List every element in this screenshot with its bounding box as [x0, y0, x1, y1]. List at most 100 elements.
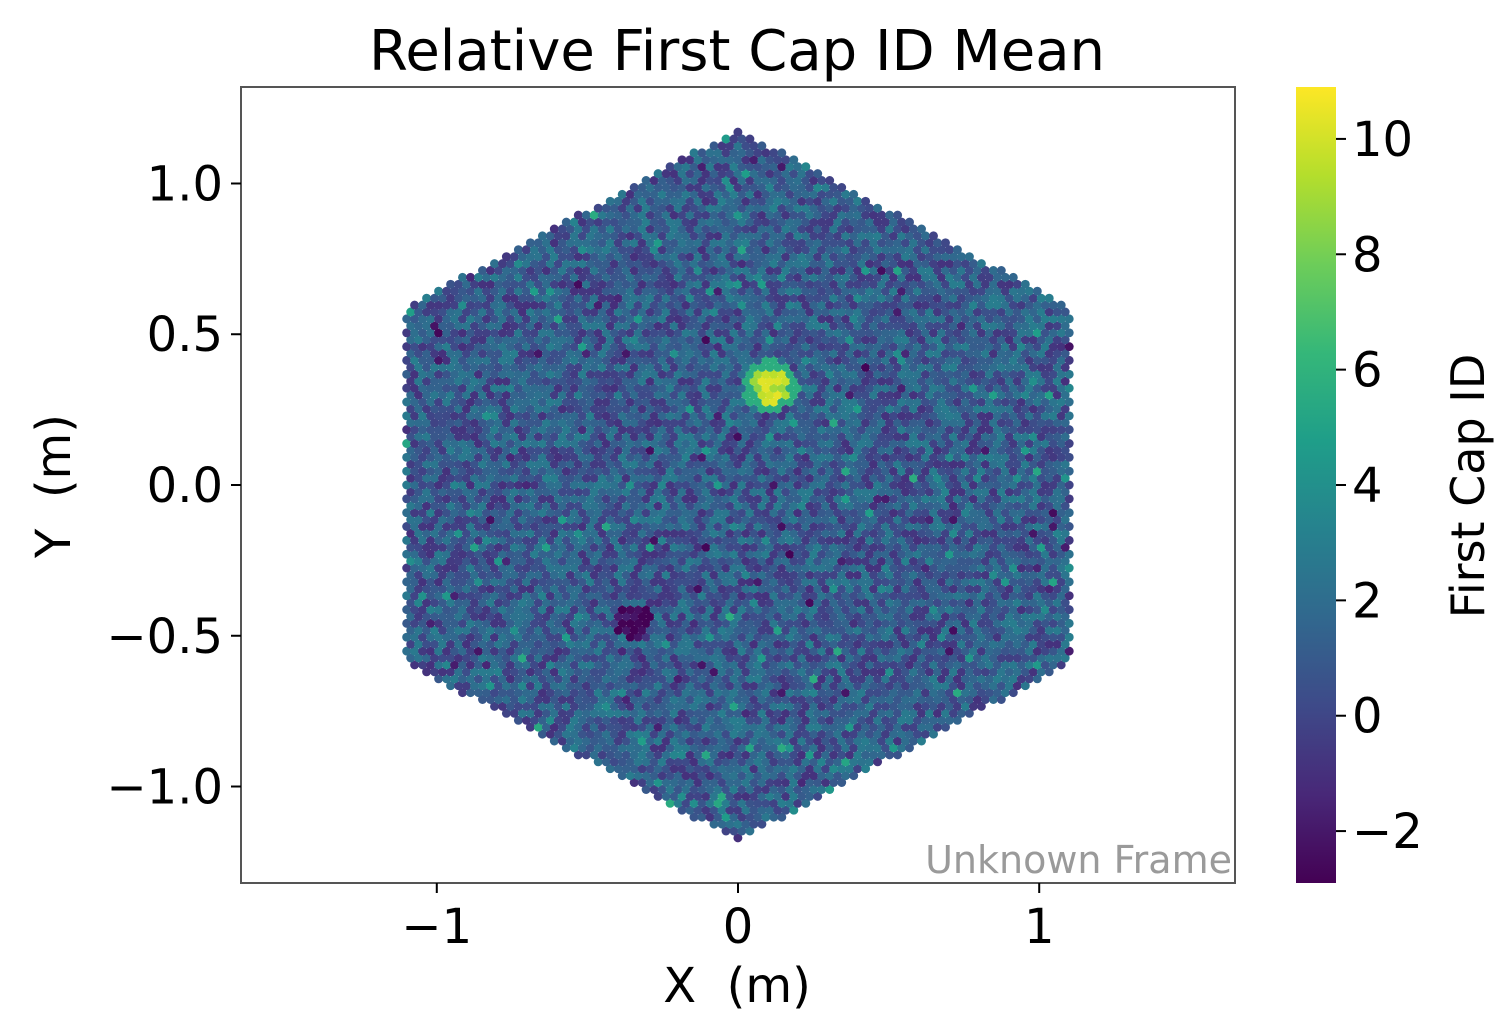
camera-pixel: [837, 653, 847, 663]
camera-pixel: [569, 688, 579, 698]
camera-pixel: [857, 660, 867, 670]
camera-pixel: [406, 653, 416, 663]
camera-pixel: [645, 639, 655, 649]
camera-pixel: [853, 708, 863, 718]
camera-pixel: [633, 715, 643, 725]
camera-pixel: [837, 639, 847, 649]
camera-pixel: [937, 674, 946, 684]
camera-pixel: [1012, 625, 1022, 635]
camera-pixel: [921, 618, 930, 628]
camera-pixel: [494, 625, 503, 635]
camera-pixel: [617, 729, 627, 739]
camera-pixel: [929, 729, 938, 739]
camera-pixel: [466, 660, 475, 670]
camera-pixel: [402, 618, 412, 628]
camera-pixel: [813, 750, 823, 760]
camera-pixel: [533, 625, 543, 635]
camera-pixel: [426, 618, 436, 628]
camera-pixel: [498, 632, 507, 642]
camera-pixel: [621, 722, 631, 732]
camera-pixel: [857, 701, 867, 711]
camera-pixel: [833, 771, 843, 781]
camera-pixel: [801, 771, 811, 781]
camera-pixel: [789, 653, 799, 663]
camera-pixel: [681, 771, 691, 781]
camera-pixel: [533, 653, 543, 663]
camera-pixel: [689, 701, 699, 711]
camera-pixel: [689, 771, 699, 781]
camera-pixel: [821, 639, 831, 649]
camera-pixel: [669, 750, 679, 760]
camera-pixel: [857, 646, 867, 656]
camera-pixel: [697, 715, 707, 725]
camera-pixel: [673, 674, 683, 684]
camera-pixel: [685, 778, 695, 787]
camera-pixel: [701, 612, 711, 621]
camera-pixel: [1040, 660, 1050, 670]
camera-pixel: [988, 653, 998, 663]
camera-pixel: [697, 674, 707, 684]
camera-pixel: [577, 743, 587, 753]
camera-pixel: [956, 695, 966, 704]
camera-pixel: [605, 750, 615, 760]
camera-pixel: [837, 667, 847, 677]
camera-pixel: [553, 660, 563, 670]
camera-pixel: [637, 667, 647, 677]
camera-pixel: [625, 674, 635, 684]
camera-pixel: [677, 639, 687, 649]
camera-pixel: [909, 653, 918, 663]
camera-pixel: [817, 785, 827, 794]
camera-pixel: [901, 625, 910, 635]
camera-pixel: [709, 819, 719, 829]
camera-pixel: [801, 785, 811, 794]
camera-pixel: [769, 632, 779, 642]
camera-pixel: [809, 688, 819, 698]
camera-pixel: [442, 660, 452, 670]
camera-pixel: [825, 743, 835, 753]
camera-pixel: [809, 785, 819, 794]
camera-pixel: [761, 729, 771, 739]
camera-pixel: [605, 695, 615, 704]
camera-pixel: [565, 708, 575, 718]
camera-pixel: [753, 743, 763, 753]
camera-pixel: [577, 729, 587, 739]
camera-pixel: [825, 729, 835, 739]
camera-pixel: [757, 639, 767, 649]
camera-pixel: [921, 688, 930, 698]
camera-pixel: [785, 632, 795, 642]
camera-pixel: [498, 701, 507, 711]
camera-pixel: [968, 701, 978, 711]
camera-pixel: [541, 708, 551, 718]
camera-pixel: [865, 660, 875, 670]
camera-pixel: [765, 736, 775, 746]
camera-pixel: [653, 791, 663, 801]
camera-pixel: [657, 674, 667, 684]
camera-pixel: [745, 757, 755, 767]
camera-pixel: [984, 632, 994, 642]
camera-pixel: [853, 639, 863, 649]
camera-pixel: [817, 632, 827, 642]
camera-pixel: [885, 736, 895, 746]
camera-pixel: [661, 764, 671, 774]
camera-pixel: [893, 708, 903, 718]
camera-pixel: [573, 653, 583, 663]
camera-pixel: [525, 653, 535, 663]
camera-pixel: [849, 743, 859, 753]
camera-pixel: [845, 625, 855, 635]
camera-pixel: [849, 688, 859, 698]
camera-pixel: [901, 653, 910, 663]
camera-pixel: [952, 646, 962, 656]
camera-pixel: [980, 625, 990, 635]
camera-pixel: [765, 791, 775, 801]
camera-pixel: [809, 618, 819, 628]
camera-pixel: [466, 646, 475, 656]
camera-pixel: [873, 646, 883, 656]
camera-pixel: [753, 646, 763, 656]
camera-pixel: [829, 612, 839, 621]
camera-pixel: [733, 667, 743, 677]
camera-pixel: [474, 632, 483, 642]
camera-pixel: [677, 667, 687, 677]
camera-pixel: [956, 708, 966, 718]
camera-pixel: [789, 612, 799, 621]
camera-pixel: [869, 681, 879, 691]
